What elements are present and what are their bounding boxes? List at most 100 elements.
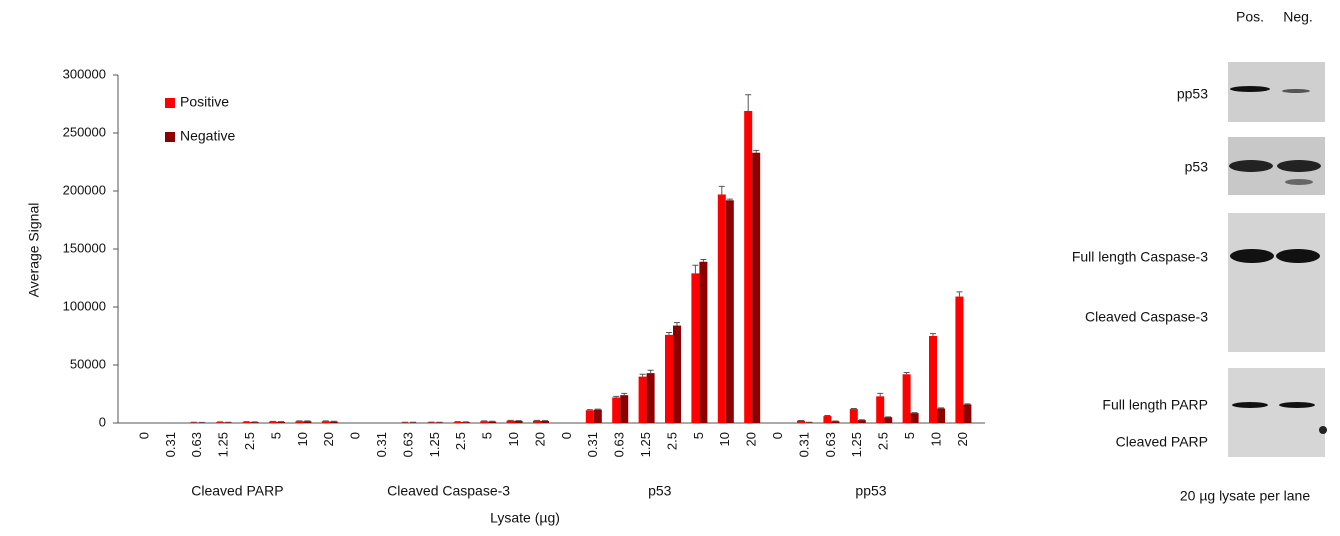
y-tick-label: 200000 <box>63 182 106 197</box>
group-label: pp53 <box>855 483 886 499</box>
group-label: Cleaved PARP <box>191 483 283 499</box>
bar <box>903 374 911 423</box>
bar <box>488 422 496 423</box>
x-tick-label: 20 <box>744 432 759 446</box>
y-tick-label: 250000 <box>63 124 106 139</box>
bar <box>884 417 892 423</box>
bar <box>541 421 549 423</box>
x-tick-label: 20 <box>321 432 336 446</box>
x-tick-label: 20 <box>532 432 547 446</box>
x-tick-label: 5 <box>902 432 917 439</box>
error-bar <box>753 150 759 152</box>
blot-band <box>1319 426 1327 434</box>
x-tick-label: 20 <box>955 432 970 446</box>
error-bar <box>930 334 936 336</box>
bar <box>752 153 760 423</box>
bar <box>911 413 919 423</box>
bar <box>295 421 303 423</box>
error-bar <box>640 374 646 376</box>
bar <box>744 111 752 423</box>
error-bar <box>587 410 593 411</box>
x-tick-label: 1.25 <box>216 432 231 457</box>
bar <box>533 421 541 423</box>
error-bar <box>666 333 672 335</box>
bar <box>876 396 884 423</box>
bar <box>647 373 655 423</box>
group-label: p53 <box>648 483 672 499</box>
bar <box>515 421 523 423</box>
y-tick-label: 100000 <box>63 298 106 313</box>
error-bar <box>964 404 970 405</box>
error-bar <box>851 409 857 410</box>
y-tick-label: 50000 <box>70 356 106 371</box>
x-tick-label: 0.31 <box>796 432 811 457</box>
error-bar <box>692 265 698 273</box>
legend-swatch <box>165 98 175 108</box>
bar <box>726 200 734 423</box>
bar <box>858 420 866 423</box>
blot-column: Pos. <box>1236 9 1264 25</box>
x-tick-label: 10 <box>928 432 943 446</box>
x-tick-label: 5 <box>268 432 283 439</box>
bar <box>797 421 805 423</box>
x-tick-label: 2.5 <box>664 432 679 450</box>
blot-band <box>1282 89 1310 93</box>
bar <box>929 336 937 423</box>
blot-footer: 20 µg lysate per lane <box>1180 488 1310 504</box>
x-tick-label: 0.63 <box>823 432 838 457</box>
blot-panel: Pos. Neg. pp53 p53 Full length Caspase-3… <box>1072 9 1327 504</box>
blot-band <box>1230 86 1270 92</box>
y-tick-label: 0 <box>99 414 106 429</box>
blot-image <box>1228 213 1325 352</box>
blot-band <box>1230 249 1274 263</box>
blot-label: pp53 <box>1177 86 1208 102</box>
bar <box>665 335 673 423</box>
error-bar <box>938 408 944 409</box>
bar <box>937 409 945 424</box>
error-bar <box>824 415 830 416</box>
bar <box>673 326 681 423</box>
x-tick-label: 5 <box>691 432 706 439</box>
bar <box>507 421 515 423</box>
blot-label: Full length PARP <box>1102 397 1208 413</box>
x-tick-label: 10 <box>506 432 521 446</box>
blot-column: Neg. <box>1283 9 1313 25</box>
x-tick-label: 0.63 <box>400 432 415 457</box>
bar <box>718 194 726 423</box>
x-tick-label: 1.25 <box>427 432 442 457</box>
blot-band <box>1276 249 1320 263</box>
group-label: Cleaved Caspase-3 <box>387 483 510 499</box>
bar <box>691 273 699 423</box>
y-tick-label: 150000 <box>63 240 106 255</box>
bar <box>963 404 971 423</box>
bar <box>850 409 858 423</box>
x-tick-label: 10 <box>717 432 732 446</box>
x-tick-label: 2.5 <box>876 432 891 450</box>
bar <box>620 395 628 423</box>
bar <box>303 421 311 423</box>
bar <box>594 410 602 423</box>
error-bar <box>904 373 910 375</box>
error-bar <box>621 393 627 395</box>
blot-label: Full length Caspase-3 <box>1072 249 1208 265</box>
x-tick-label: 0 <box>770 432 785 439</box>
x-tick-label: 2.5 <box>453 432 468 450</box>
error-bar <box>877 393 883 396</box>
error-bar <box>700 259 706 261</box>
x-tick-label: 0.63 <box>189 432 204 457</box>
x-tick-label: 0.31 <box>374 432 389 457</box>
bar <box>586 410 594 423</box>
blot-band <box>1232 402 1268 408</box>
x-tick-label: 0 <box>136 432 151 439</box>
legend-label: Positive <box>180 94 229 110</box>
bar <box>480 421 488 423</box>
error-bar <box>745 95 751 111</box>
blot-band <box>1229 160 1273 172</box>
x-axis-title: Lysate (µg) <box>490 510 560 526</box>
error-bar <box>613 396 619 397</box>
error-bar <box>595 409 601 410</box>
y-tick-label: 300000 <box>63 66 106 81</box>
bar <box>699 262 707 423</box>
blot-band <box>1279 402 1315 408</box>
